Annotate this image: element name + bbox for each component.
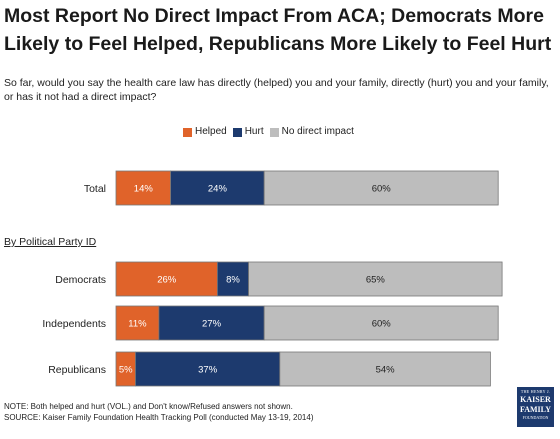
logo-line-3: FAMILY — [519, 405, 552, 414]
data-label-republicans-helped: 5% — [119, 365, 133, 376]
legend-label-no-impact: No direct impact — [281, 126, 354, 137]
category-label-democrats: Democrats — [55, 274, 106, 286]
category-label-republicans: Republicans — [48, 364, 106, 376]
data-label-democrats-hurt: 8% — [226, 275, 240, 286]
legend-item-helped: Helped — [183, 125, 227, 139]
bar-independents-helped — [115, 305, 160, 341]
legend: Helped Hurt No direct impact — [183, 125, 360, 139]
logo-line-1: THE HENRY J. — [520, 389, 551, 394]
data-label-total-helped: 14% — [134, 184, 154, 195]
bar-republicans-hurt — [135, 351, 281, 387]
note-line: NOTE: Both helped and hurt (VOL.) and Do… — [4, 402, 293, 411]
legend-swatch-helped — [183, 127, 192, 137]
logo-line-2: KAISER — [520, 395, 551, 404]
source-line: SOURCE: Kaiser Family Foundation Health … — [4, 413, 314, 422]
legend-item-hurt: Hurt — [232, 125, 264, 139]
chart-title: Most Report No Direct Impact From ACA; D… — [4, 5, 552, 55]
bar-independents-hurt — [158, 305, 265, 341]
category-label-total: Total — [84, 183, 106, 195]
section-label-party: By Political Party ID — [4, 236, 97, 248]
data-label-republicans-hurt: 37% — [198, 365, 218, 376]
legend-swatch-hurt — [232, 127, 242, 137]
data-label-democrats-helped: 26% — [157, 275, 177, 286]
legend-item-no-impact: No direct impact — [269, 125, 354, 139]
bar-independents-no-direct-impact — [263, 305, 499, 341]
data-label-democrats-no-direct-impact: 65% — [366, 275, 386, 286]
logo-line-4: FOUNDATION — [522, 415, 549, 420]
bar-democrats-no-direct-impact — [248, 261, 503, 297]
data-label-total-no-direct-impact: 60% — [372, 184, 392, 195]
data-label-independents-no-direct-impact: 60% — [372, 319, 392, 330]
legend-label-helped: Helped — [195, 126, 227, 137]
legend-label-hurt: Hurt — [244, 126, 264, 137]
bar-republicans-no-direct-impact — [279, 351, 491, 387]
legend-swatch-no-impact — [269, 127, 279, 137]
data-label-total-hurt: 24% — [208, 184, 228, 195]
survey-question: So far, would you say the health care la… — [4, 77, 549, 103]
data-label-independents-hurt: 27% — [202, 319, 222, 330]
data-label-republicans-no-direct-impact: 54% — [376, 365, 396, 376]
bar-total-no-direct-impact — [263, 170, 499, 206]
chart-notes: NOTE: Both helped and hurt (VOL.) and Do… — [4, 401, 504, 423]
bar-democrats-hurt — [216, 261, 249, 297]
category-label-independents: Independents — [42, 318, 106, 330]
kff-logo: THE HENRY J. KAISER FAMILY FOUNDATION — [517, 387, 554, 427]
bar-democrats-helped — [115, 261, 218, 297]
data-label-independents-helped: 11% — [128, 319, 147, 330]
